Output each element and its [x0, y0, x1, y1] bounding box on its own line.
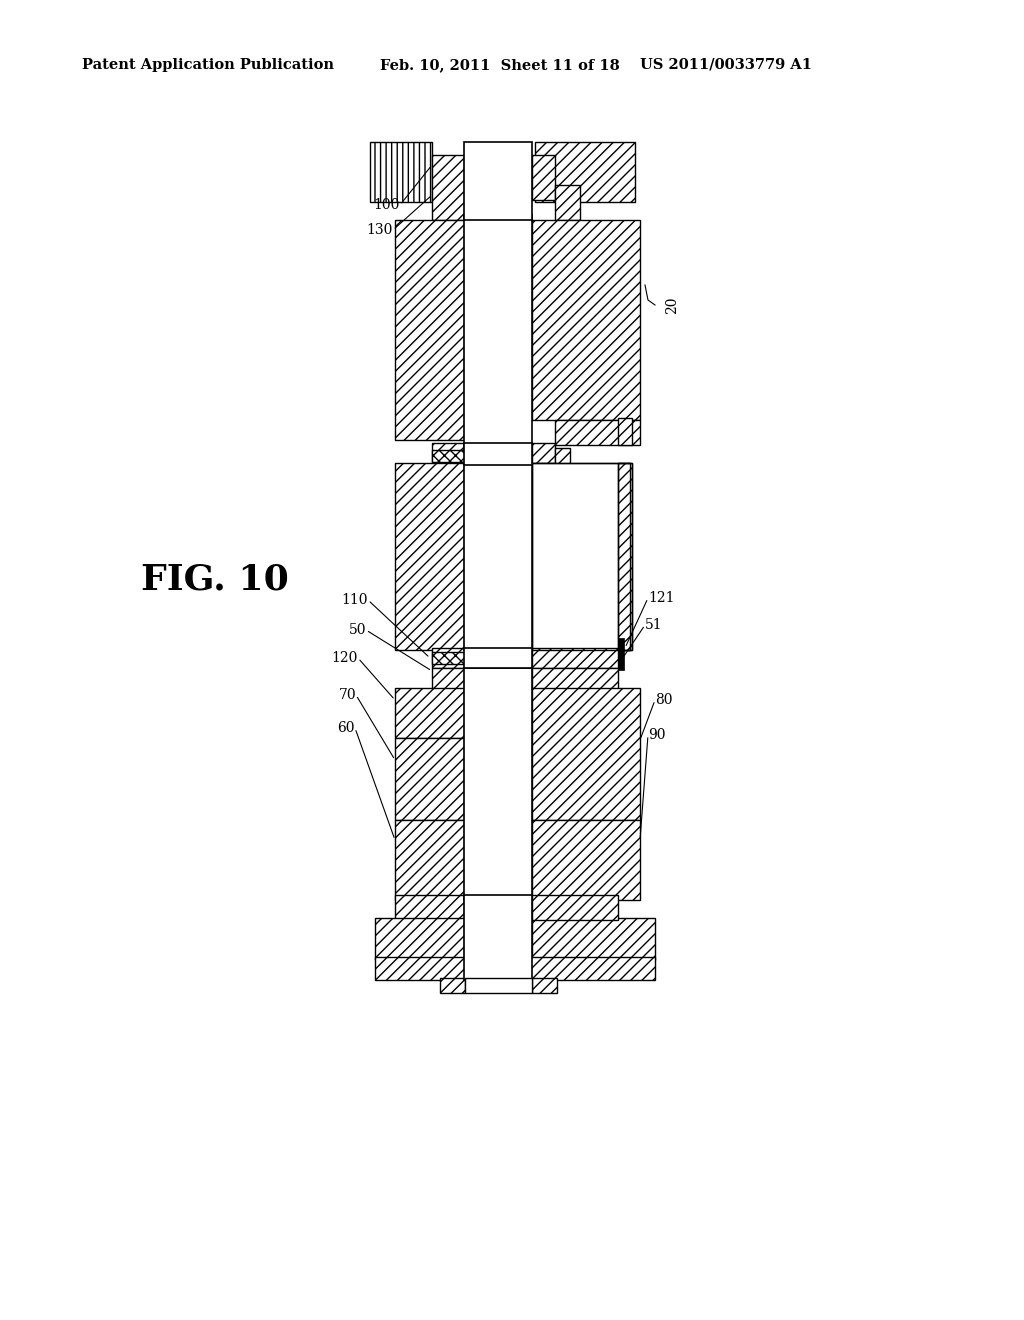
Bar	[464, 668, 532, 900]
Bar	[532, 917, 655, 960]
Bar	[532, 463, 630, 649]
Bar	[532, 648, 618, 668]
Bar	[618, 463, 632, 649]
Bar	[432, 444, 464, 463]
Bar	[532, 820, 640, 900]
Bar	[532, 668, 618, 690]
Text: 120: 120	[332, 651, 358, 665]
Bar	[432, 154, 464, 220]
Text: 130: 130	[367, 223, 393, 238]
Bar	[432, 450, 555, 462]
Bar	[432, 652, 618, 664]
Bar	[555, 447, 570, 465]
Text: FIG. 10: FIG. 10	[141, 564, 289, 597]
Text: 60: 60	[338, 721, 355, 735]
Text: 100: 100	[374, 198, 400, 213]
Bar	[464, 648, 532, 668]
Text: 50: 50	[348, 623, 366, 638]
Bar	[370, 143, 432, 202]
Text: 70: 70	[338, 688, 356, 702]
Text: 90: 90	[648, 729, 666, 742]
Text: Patent Application Publication: Patent Application Publication	[82, 58, 334, 73]
Bar	[532, 688, 640, 820]
Bar	[532, 444, 555, 463]
Bar	[375, 917, 464, 960]
Bar	[440, 978, 465, 993]
Bar	[464, 895, 532, 979]
Text: 20: 20	[665, 296, 679, 314]
Bar	[395, 220, 464, 440]
Bar	[464, 444, 532, 465]
Bar	[432, 648, 464, 668]
Bar	[464, 143, 532, 220]
Bar	[555, 420, 640, 445]
Text: 121: 121	[648, 591, 675, 605]
Bar	[395, 688, 464, 738]
Bar	[555, 185, 580, 220]
Bar	[532, 895, 618, 920]
Bar	[618, 463, 632, 649]
Bar	[395, 895, 464, 920]
Bar	[535, 143, 635, 202]
Text: 110: 110	[341, 593, 368, 607]
Bar	[532, 154, 555, 201]
Bar	[532, 463, 630, 649]
Bar	[464, 463, 532, 649]
Bar	[395, 738, 464, 820]
Bar	[532, 978, 557, 993]
Text: 51: 51	[645, 618, 663, 632]
Bar	[465, 978, 532, 993]
Bar	[532, 220, 640, 420]
Bar	[618, 418, 632, 445]
Text: Feb. 10, 2011  Sheet 11 of 18: Feb. 10, 2011 Sheet 11 of 18	[380, 58, 620, 73]
Text: US 2011/0033779 A1: US 2011/0033779 A1	[640, 58, 812, 73]
Bar	[432, 668, 464, 690]
Text: 80: 80	[655, 693, 673, 708]
Bar	[395, 463, 464, 649]
Bar	[618, 638, 624, 671]
Bar	[395, 820, 464, 900]
Bar	[375, 957, 655, 979]
Bar	[464, 215, 532, 450]
